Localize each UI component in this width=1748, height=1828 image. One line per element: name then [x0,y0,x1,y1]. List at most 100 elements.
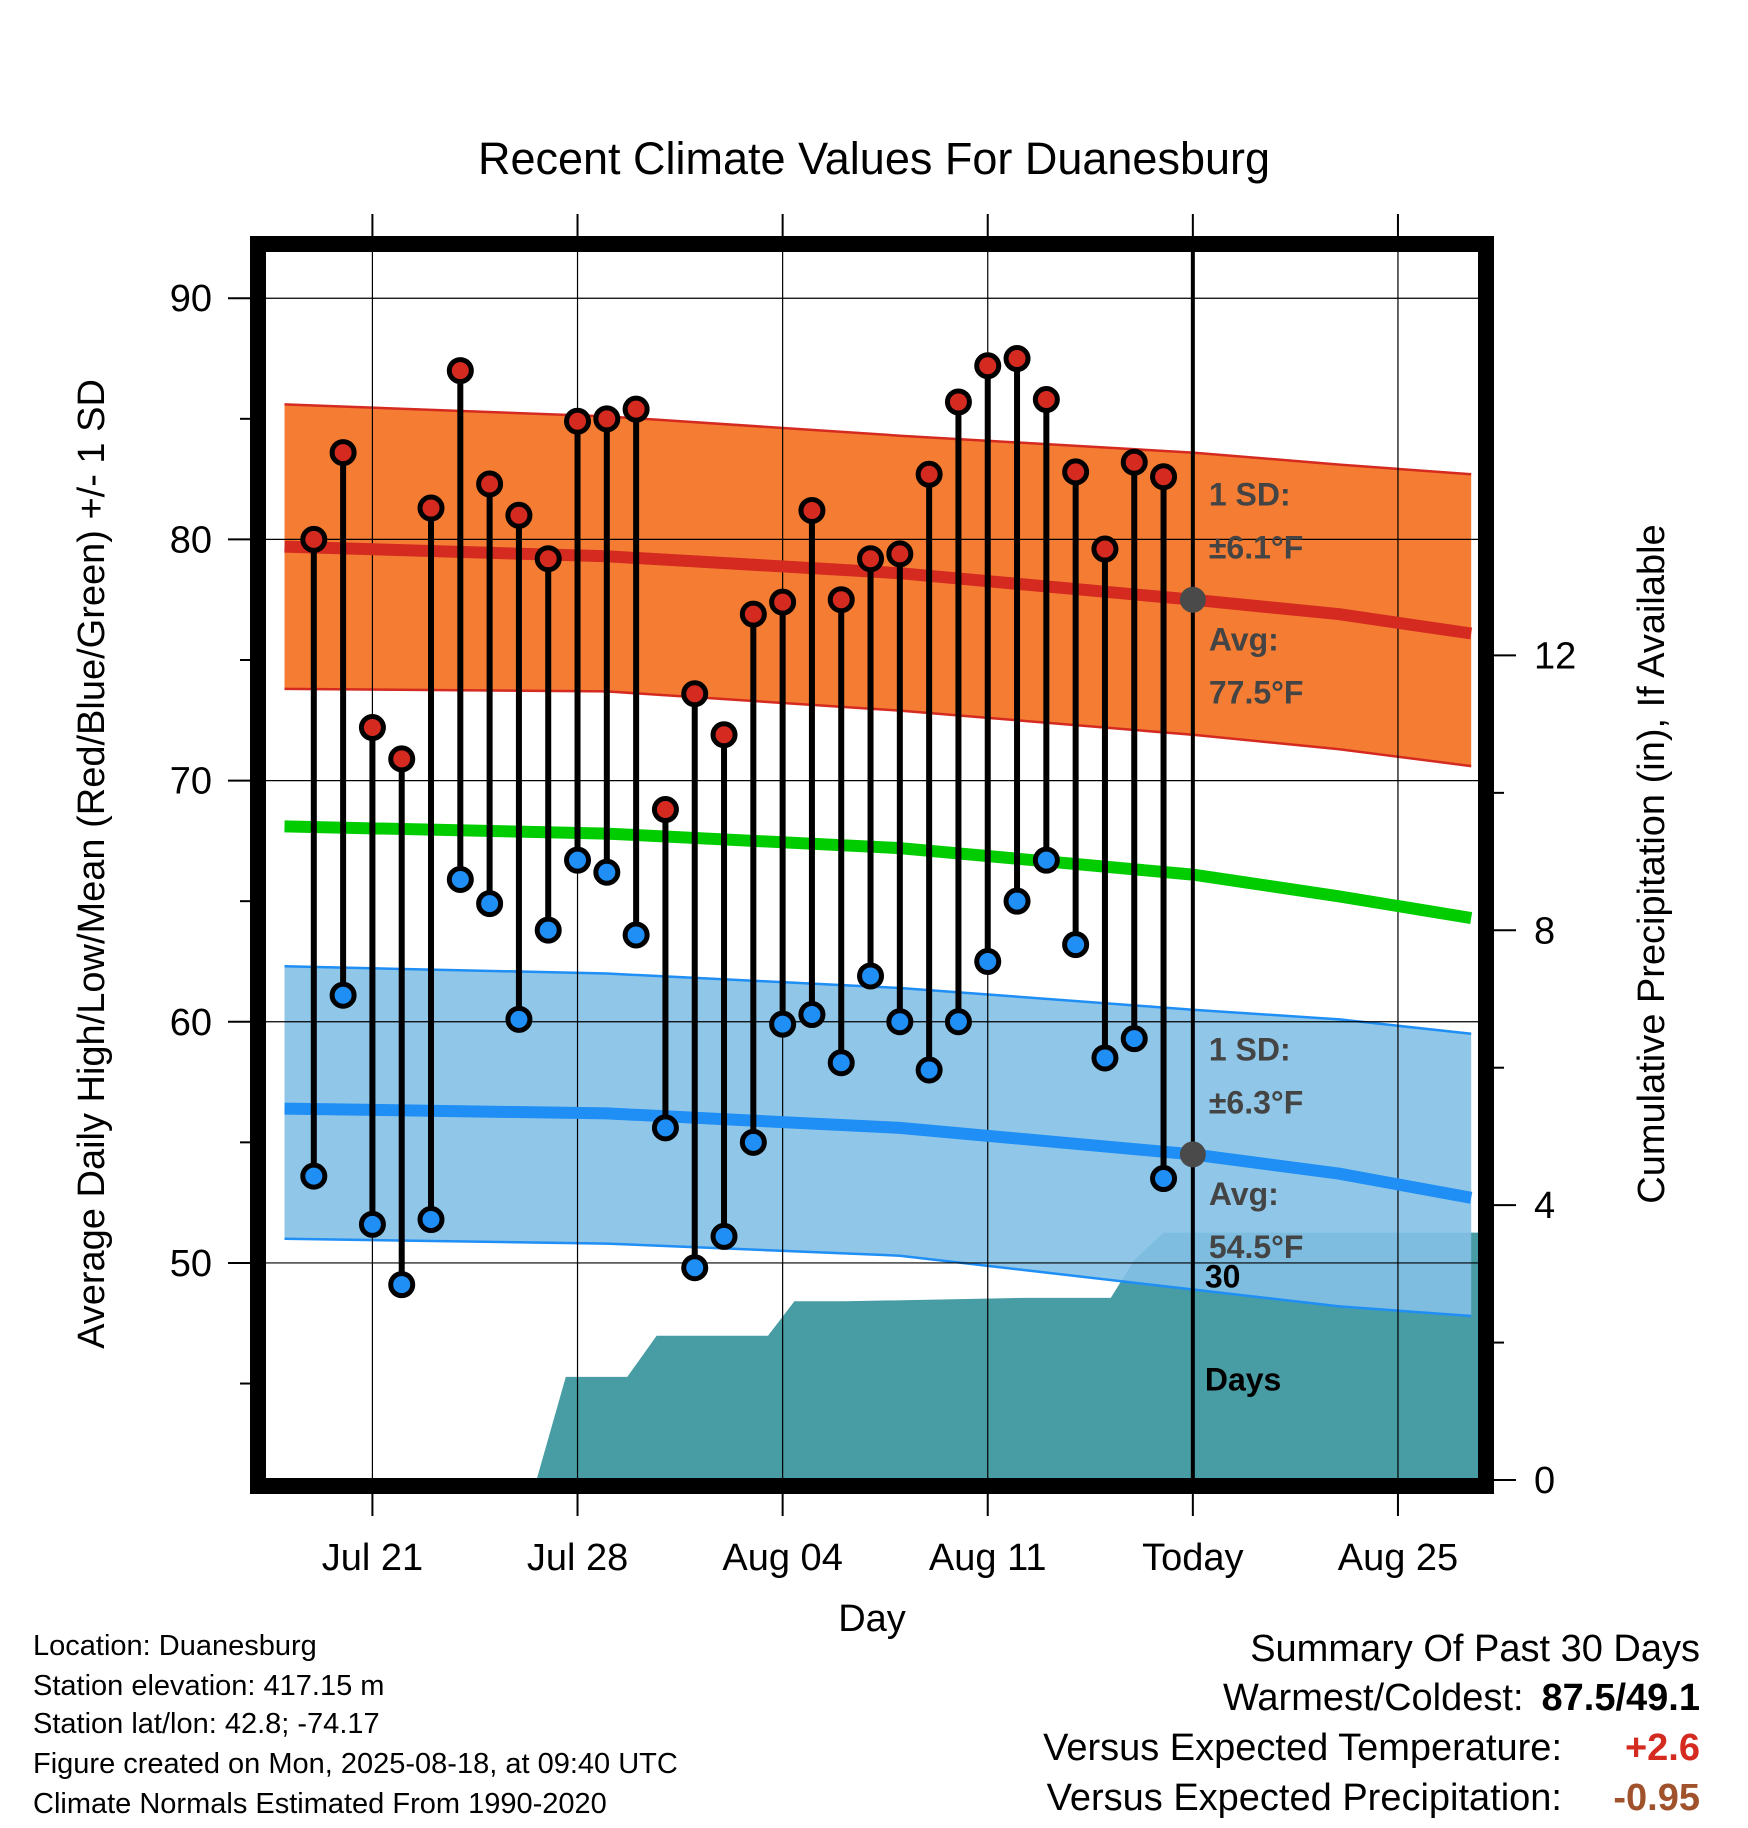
daily-low-point [857,962,885,990]
x-tick-label: Aug 11 [929,1537,1047,1579]
daily-high-point [300,525,328,553]
daily-low-point [1091,1044,1119,1072]
x-tick-label: Today [1142,1537,1243,1579]
temp-label: Versus Expected Temperature: [1043,1727,1562,1769]
daily-low-point [593,858,621,886]
low-sd-band [284,966,1472,1316]
precip-label: Versus Expected Precipitation: [1046,1777,1562,1819]
daily-low-point [681,1254,709,1282]
left-axis-label: Average Daily High/Low/Mean (Red/Blue/Gr… [71,379,113,1349]
daily-low-point [300,1162,328,1190]
daily-high-point [564,407,592,435]
daily-high-point [944,388,972,416]
window-label-number: 30 [1205,1259,1241,1295]
daily-high-point [388,745,416,773]
daily-high-point [915,460,943,488]
x-tick-label: Aug 04 [722,1537,842,1579]
daily-low-point [710,1222,738,1250]
low-average-line [284,1102,1473,1204]
daily-low-point [564,846,592,874]
daily-high-point [886,540,914,568]
right-axis-label: Cumulative Precipitation (in), If Availa… [1631,524,1673,1203]
left-tick-label: 80 [170,519,212,561]
location-text: Location: Duanesburg [33,1630,317,1662]
right-tick-label: 8 [1534,910,1555,952]
normals-text: Climate Normals Estimated From 1990-2020 [33,1788,607,1820]
low-sd-value: ±6.3°F [1209,1084,1303,1120]
daily-high-point [710,721,738,749]
elevation-text: Station elevation: 417.15 m [33,1670,385,1702]
daily-low-point [886,1008,914,1036]
today-high-normal-marker [1179,586,1206,613]
summary-precip: Versus Expected Precipitation: -0.95 [1047,1777,1700,1820]
window-label-days: Days [1205,1362,1282,1398]
high-sd-value: ±6.1°F [1209,530,1303,566]
daily-high-point [827,586,855,614]
plot-area [264,250,1480,1480]
daily-low-point [388,1271,416,1299]
daily-low-point [915,1056,943,1084]
created-text: Figure created on Mon, 2025-08-18, at 09… [33,1748,678,1780]
daily-high-point [505,501,533,529]
low-sd-lower-line [284,1237,1472,1318]
low-avg-value: 54.5°F [1209,1229,1304,1265]
daily-low-point [534,916,562,944]
daily-high-point [593,405,621,433]
daily-low-point [622,921,650,949]
daily-high-point [798,496,826,524]
daily-high-point [417,494,445,522]
chart-title: Recent Climate Values For Duanesburg [478,133,1270,184]
x-tick-label: Aug 25 [1338,1537,1458,1579]
daily-high-point [622,395,650,423]
daily-low-point [798,1001,826,1029]
daily-low-point [974,947,1002,975]
x-axis-label: Day [838,1598,906,1640]
x-tick-label: Jul 21 [322,1537,423,1579]
summary-warm-cold: Warmest/Coldest: 87.5/49.1 [1223,1677,1700,1720]
daily-low-point [769,1010,797,1038]
daily-low-point [739,1128,767,1156]
left-tick-label: 70 [170,761,212,803]
daily-low-point [476,890,504,918]
daily-high-point [476,470,504,498]
daily-high-point [681,680,709,708]
daily-high-point [651,796,679,824]
warm-cold-label: Warmest/Coldest: [1222,1677,1524,1719]
x-tick-label: Jul 28 [527,1537,628,1579]
daily-high-point [857,545,885,573]
latlon-text: Station lat/lon: 42.8; -74.17 [33,1708,380,1740]
daily-low-point [944,1008,972,1036]
daily-high-point [739,600,767,628]
daily-high-point [1032,386,1060,414]
daily-low-point [651,1114,679,1142]
high-avg-label: Avg: [1209,621,1279,657]
daily-low-point [1120,1025,1148,1053]
daily-low-point [446,865,474,893]
daily-high-point [1150,463,1178,491]
daily-low-point [1032,846,1060,874]
high-avg-value: 77.5°F [1209,674,1304,710]
daily-high-point [974,352,1002,380]
daily-high-point [329,439,357,467]
daily-high-point [769,588,797,616]
daily-low-point [358,1210,386,1238]
right-tick-label: 0 [1534,1460,1555,1502]
plot-frame [250,236,1494,1494]
daily-high-point [534,545,562,573]
daily-high-point [1120,448,1148,476]
high-sd-band [284,404,1472,767]
today-low-normal-marker [1179,1141,1206,1168]
daily-high-point [1091,535,1119,563]
left-tick-label: 90 [170,278,212,320]
summary-title: Summary Of Past 30 Days [1250,1628,1700,1670]
low-avg-label: Avg: [1209,1176,1279,1212]
daily-low-point [417,1206,445,1234]
daily-high-point [1062,458,1090,486]
daily-low-point [1003,887,1031,915]
summary-temp: Versus Expected Temperature: +2.6 [1043,1727,1700,1770]
left-tick-label: 60 [170,1002,212,1044]
daily-low-point [1150,1165,1178,1193]
daily-high-point [358,714,386,742]
daily-low-point [329,981,357,1009]
